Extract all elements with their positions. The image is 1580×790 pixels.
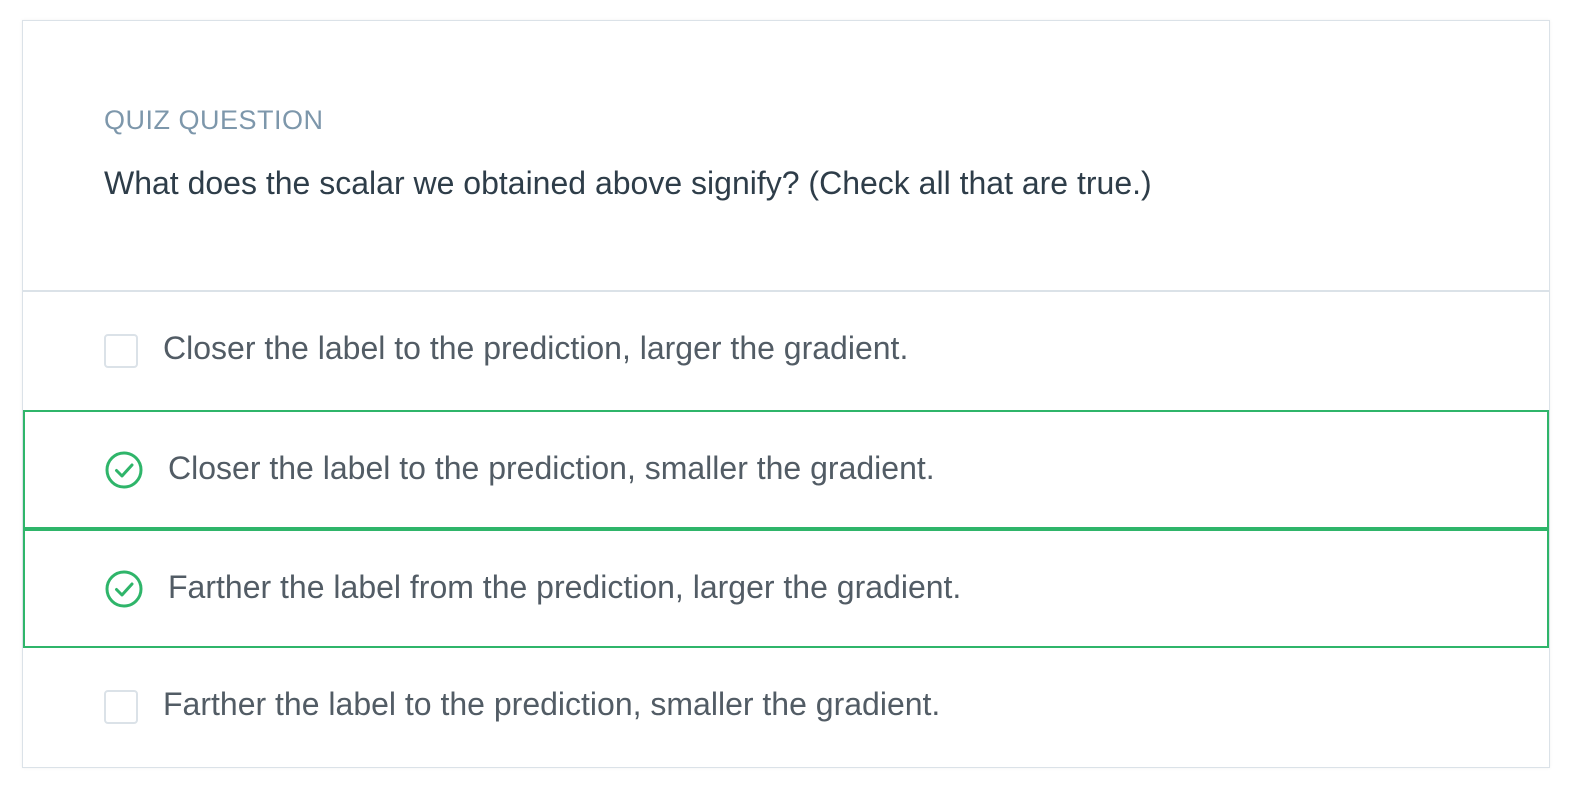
quiz-option-label: Farther the label to the prediction, sma… xyxy=(163,686,941,722)
checkbox-icon[interactable] xyxy=(104,334,138,368)
quiz-option-3[interactable]: Farther the label from the prediction, l… xyxy=(23,529,1549,648)
quiz-option-label: Closer the label to the prediction, larg… xyxy=(163,330,909,366)
quiz-option-4[interactable]: Farther the label to the prediction, sma… xyxy=(23,648,1549,767)
check-circle-icon[interactable] xyxy=(104,450,144,490)
quiz-question: What does the scalar we obtained above s… xyxy=(104,165,1152,201)
quiz-option-1[interactable]: Closer the label to the prediction, larg… xyxy=(23,292,1549,411)
checkbox-icon[interactable] xyxy=(104,690,138,724)
check-circle-icon[interactable] xyxy=(104,569,144,609)
quiz-option-2[interactable]: Closer the label to the prediction, smal… xyxy=(23,410,1549,529)
quiz-card: QUIZ QUESTION What does the scalar we ob… xyxy=(22,20,1550,768)
quiz-option-label: Closer the label to the prediction, smal… xyxy=(168,450,935,486)
quiz-header: QUIZ QUESTION What does the scalar we ob… xyxy=(23,21,1549,292)
quiz-option-label: Farther the label from the prediction, l… xyxy=(168,569,962,605)
quiz-kicker: QUIZ QUESTION xyxy=(104,105,324,135)
